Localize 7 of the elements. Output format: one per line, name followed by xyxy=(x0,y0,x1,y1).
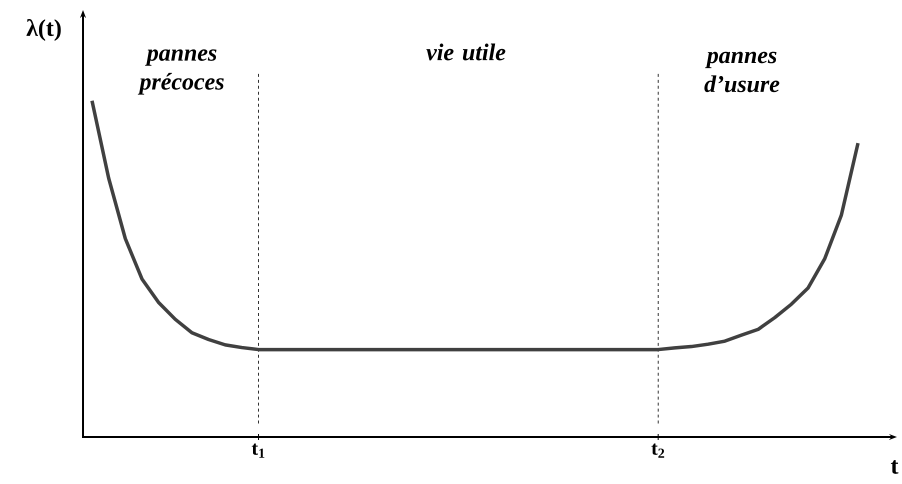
x-axis-title: t xyxy=(890,460,898,474)
x-tick-label: t$_{1}$ xyxy=(252,443,264,458)
text: pannes précoces xyxy=(138,49,224,95)
text: pannes d’usure xyxy=(704,52,780,92)
text: vie utile xyxy=(426,44,506,60)
y-axis-title: λ(t) xyxy=(26,19,61,41)
x-tick-label: t$_{2}$ xyxy=(651,443,664,458)
